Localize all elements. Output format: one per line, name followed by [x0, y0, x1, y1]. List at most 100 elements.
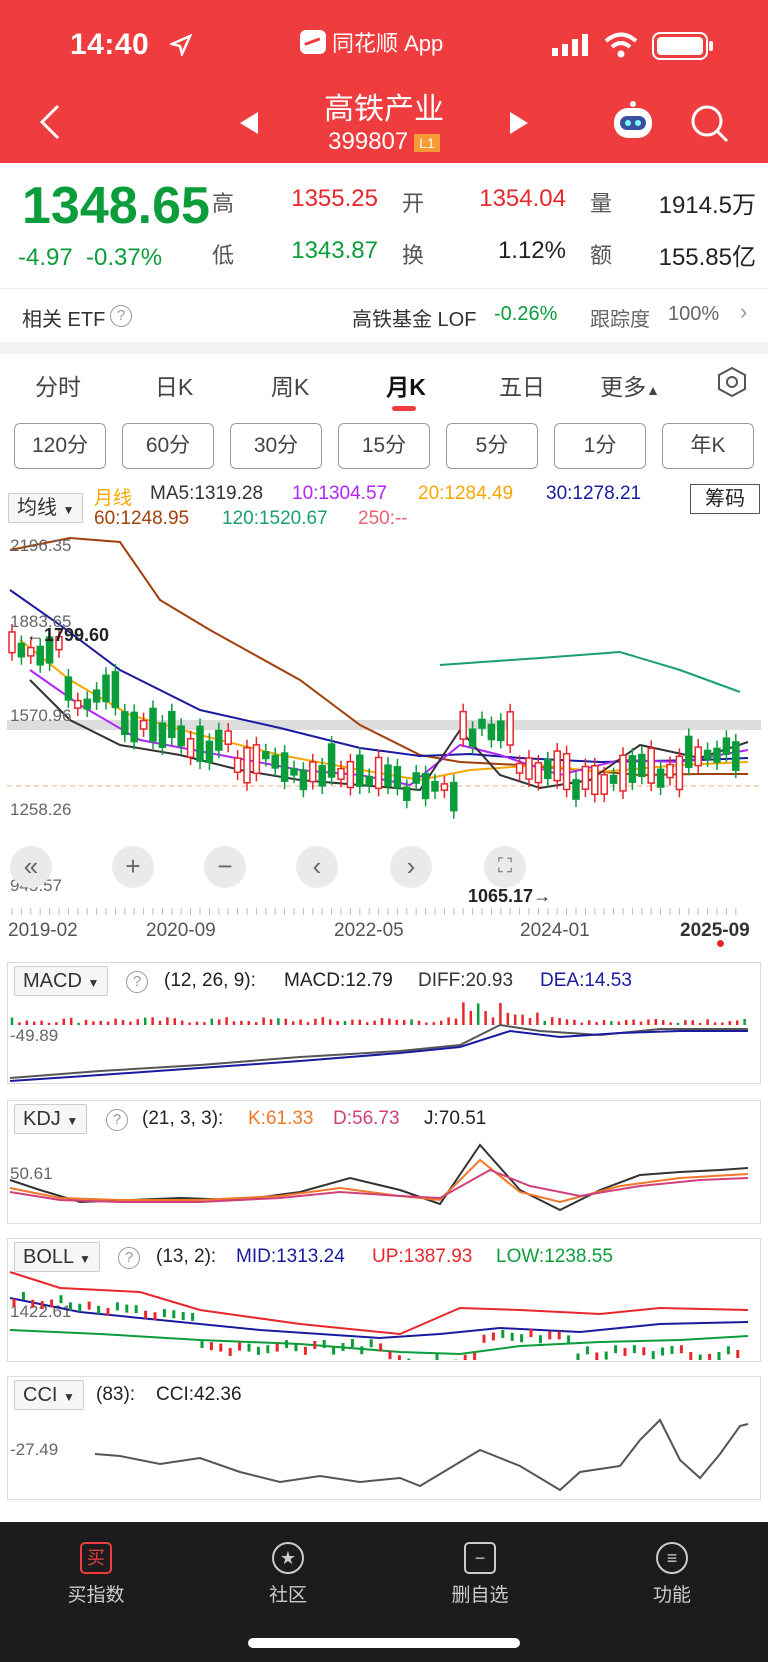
- volume-value: 1914.5万: [658, 192, 756, 219]
- candle-body: [55, 635, 63, 651]
- search-icon[interactable]: [690, 104, 730, 144]
- ma30-value: 30:1278.21: [546, 483, 642, 504]
- btn-1min[interactable]: 1分: [554, 423, 646, 469]
- ma60-value: 60:1248.95: [94, 508, 190, 529]
- x-tick-4: 2025-09: [680, 920, 750, 941]
- period-tabs: 分时 日K 周K 月K 五日 更多▲: [0, 354, 768, 414]
- nav-functions[interactable]: ≡ 功能: [602, 1542, 742, 1607]
- zoom-in-button[interactable]: +: [112, 846, 154, 888]
- help-icon[interactable]: ?: [126, 971, 148, 993]
- prev-stock-icon[interactable]: [238, 110, 260, 136]
- btn-yearly[interactable]: 年K: [662, 423, 754, 469]
- turnover-label: 换: [402, 243, 425, 268]
- fullscreen-button[interactable]: ⛶: [484, 846, 526, 888]
- kdj-chart[interactable]: [0, 1130, 768, 1222]
- candle-body: [205, 740, 214, 763]
- tab-more[interactable]: 更多▲: [590, 368, 670, 402]
- cci-selector[interactable]: CCI ▼: [14, 1380, 84, 1410]
- tab-daily[interactable]: 日K: [154, 374, 194, 400]
- scroll-left-fast-button[interactable]: «: [10, 846, 52, 888]
- caret-down-icon: ▼: [66, 1114, 79, 1128]
- candle-body: [544, 759, 552, 780]
- ma-selector[interactable]: 均线 ▼: [8, 493, 84, 523]
- ma-type: 月线: [94, 488, 133, 509]
- nav-buy-index[interactable]: 买买指数: [26, 1542, 166, 1607]
- nav-remove-watchlist[interactable]: − 删自选: [410, 1542, 550, 1607]
- k-line: [9, 1158, 749, 1204]
- boll-selector[interactable]: BOLL ▼: [14, 1242, 100, 1272]
- candle-body: [17, 642, 26, 658]
- amount-label: 额: [590, 243, 613, 268]
- cci-params: (83):: [96, 1384, 136, 1405]
- cci-chart[interactable]: [0, 1410, 768, 1500]
- candle-body: [130, 711, 138, 743]
- price-change: -4.97 -0.37%: [18, 244, 162, 272]
- next-stock-icon[interactable]: [508, 110, 530, 136]
- zoom-out-button[interactable]: −: [204, 846, 246, 888]
- ma10-value: 10:1304.57: [292, 483, 388, 504]
- battery-icon: [652, 32, 713, 60]
- candle-body: [675, 755, 684, 791]
- macd-selector[interactable]: MACD ▼: [14, 966, 109, 996]
- stock-code: 399807 L1: [0, 128, 768, 156]
- candle-body: [224, 730, 232, 745]
- boll-mid-line: [9, 1297, 749, 1340]
- candle-body: [243, 746, 251, 784]
- macd-panel: [7, 962, 761, 1084]
- candle-body: [656, 768, 665, 788]
- btn-120min[interactable]: 120分: [14, 423, 106, 469]
- ma250-value: 250:--: [358, 508, 408, 529]
- kdj-selector-label: KDJ: [23, 1108, 61, 1130]
- tab-weekly[interactable]: 周K: [270, 374, 310, 400]
- candle-body: [384, 764, 392, 787]
- btn-15min[interactable]: 15分: [338, 423, 430, 469]
- back-icon[interactable]: [38, 104, 62, 140]
- scroll-left-button[interactable]: ‹: [296, 846, 338, 888]
- chip-button[interactable]: 筹码: [690, 484, 760, 514]
- help-icon[interactable]: ?: [118, 1247, 140, 1269]
- nav-function-label: 功能: [652, 1585, 691, 1606]
- macd-chart[interactable]: [0, 995, 768, 1083]
- candle-body: [713, 747, 721, 763]
- active-tab-indicator: [392, 406, 416, 411]
- cci-line: [94, 1418, 749, 1492]
- btn-30min[interactable]: 30分: [230, 423, 322, 469]
- robot-assistant-icon[interactable]: [610, 100, 656, 144]
- help-icon[interactable]: ?: [110, 305, 132, 327]
- wifi-icon: [604, 32, 638, 58]
- candle-body: [262, 751, 270, 760]
- x-tick-3: 2024-01: [520, 920, 590, 941]
- candle-body: [647, 747, 655, 784]
- btn-60min[interactable]: 60分: [122, 423, 214, 469]
- kdj-axis: 50.61: [10, 1164, 53, 1183]
- candle-body: [638, 753, 646, 778]
- cci-axis: -27.49: [10, 1440, 59, 1459]
- candle-body: [600, 774, 608, 795]
- j-value: J:70.51: [424, 1108, 487, 1129]
- tab-monthly[interactable]: 月K: [386, 374, 426, 400]
- settings-hex-icon[interactable]: [716, 366, 748, 398]
- signal-icon: [552, 34, 588, 56]
- candle-body: [534, 762, 543, 784]
- etf-name: 高铁基金 LOF: [352, 309, 477, 331]
- candle-body: [74, 699, 82, 709]
- scroll-right-button[interactable]: ›: [390, 846, 432, 888]
- kdj-selector[interactable]: KDJ ▼: [14, 1104, 88, 1134]
- nav-community[interactable]: ★ 社区: [218, 1542, 358, 1607]
- candle-body: [177, 725, 185, 747]
- x-ticks: [11, 908, 737, 915]
- help-icon[interactable]: ?: [106, 1109, 128, 1131]
- amount-value: 155.85亿: [658, 244, 756, 271]
- open-value: 1354.04: [479, 185, 566, 212]
- candle-body: [619, 754, 627, 792]
- candle-body: [628, 755, 637, 783]
- tab-five-day[interactable]: 五日: [499, 374, 545, 400]
- btn-5min[interactable]: 5分: [446, 423, 538, 469]
- boll-chart[interactable]: [0, 1268, 768, 1360]
- candle-body: [102, 674, 110, 703]
- candle-body: [412, 772, 420, 784]
- tab-intraday[interactable]: 分时: [35, 374, 81, 400]
- cci-value: CCI:42.36: [156, 1384, 242, 1405]
- etf-bar[interactable]: 相关 ETF ? 高铁基金 LOF -0.26% 跟踪度 100% ›: [0, 288, 768, 342]
- kline-chart[interactable]: [0, 530, 768, 915]
